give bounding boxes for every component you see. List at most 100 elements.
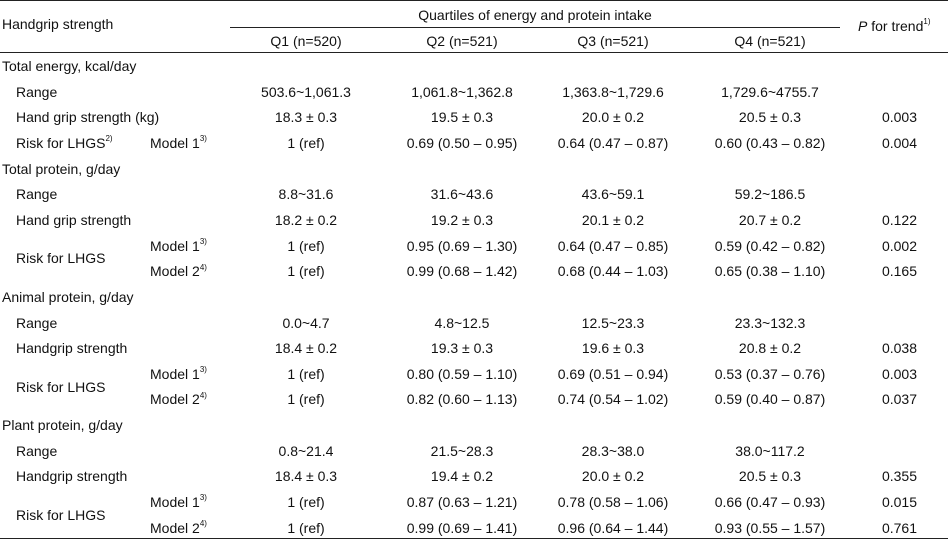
table-cell-q1: 1 (ref) — [287, 494, 325, 511]
table-cell-q3: 20.0 ± 0.2 — [581, 468, 645, 485]
p-trend-cell: 0.761 — [881, 519, 917, 536]
table-cell-q4: 1,729.6~4755.7 — [721, 83, 819, 100]
model-label-sup: 3) — [199, 365, 207, 375]
p-trend-text: for trend — [867, 18, 924, 34]
table-cell-q3: 0.78 (0.58 – 1.06) — [557, 494, 669, 511]
table-cell-q4: 0.53 (0.37 – 0.76) — [714, 365, 826, 382]
model-label-sup: 4) — [199, 262, 207, 272]
p-trend-cell: 0.122 — [881, 211, 917, 228]
q1-header: Q1 (n=520) — [270, 33, 342, 49]
table-cell-q4: 0.66 (0.47 – 0.93) — [714, 494, 826, 511]
table-cell-q2: 19.2 ± 0.3 — [430, 211, 494, 228]
p-trend-cell: 0.355 — [881, 468, 917, 485]
table-cell-q3: 1,363.8~1,729.6 — [562, 83, 664, 100]
row-label-text: Hand grip strength (kg) — [16, 109, 160, 126]
table-cell-q1: 18.4 ± 0.3 — [274, 468, 338, 485]
table-cell-q1: 1 (ref) — [287, 391, 325, 408]
table-cell-q2: 19.4 ± 0.2 — [430, 468, 494, 485]
p-trend-cell: 0.038 — [881, 340, 917, 357]
model-label-sup: 4) — [199, 390, 207, 400]
model-label: Model 13) — [150, 366, 207, 382]
table-cell-q1: 0.8~21.4 — [278, 442, 334, 459]
row-label-text: Handgrip strength — [16, 468, 128, 485]
row-header: Handgrip strength — [2, 16, 114, 32]
table-cell-q1: 1 (ref) — [287, 263, 325, 280]
model-label-text: Model 2 — [150, 519, 200, 536]
table-cell-q2: 0.80 (0.59 – 1.10) — [406, 365, 518, 382]
table-cell-q3: 0.69 (0.51 – 0.94) — [557, 365, 669, 382]
p-trend-cell: 0.015 — [881, 494, 917, 511]
row-label: Risk for LHGS — [16, 379, 105, 395]
table-cell-q2: 0.87 (0.63 – 1.21) — [406, 494, 518, 511]
table-cell-q3: 19.6 ± 0.3 — [581, 340, 645, 357]
model-label-sup: 3) — [199, 134, 207, 144]
table-cell-q4: 0.59 (0.42 – 0.82) — [714, 237, 826, 254]
p-italic: P — [858, 18, 868, 34]
table-cell-q1: 18.2 ± 0.2 — [274, 211, 338, 228]
top-rule — [0, 0, 948, 1]
group-header-rule — [230, 27, 840, 28]
model-label-sup: 4) — [199, 519, 207, 529]
p-trend-sup: 1) — [923, 17, 931, 27]
model-label: Model 24) — [150, 263, 207, 279]
model-label-text: Model 2 — [150, 263, 200, 280]
header-bottom-rule — [0, 52, 948, 53]
table-cell-q1: 18.3 ± 0.3 — [274, 109, 338, 126]
table-cell-q1: 1 (ref) — [287, 519, 325, 536]
row-label-text: Range — [16, 186, 58, 203]
table-cell-q1: 8.8~31.6 — [278, 186, 334, 203]
model-label: Model 24) — [150, 520, 207, 536]
q3-header: Q3 (n=521) — [577, 33, 649, 49]
table-cell-q3: 28.3~38.0 — [581, 442, 645, 459]
table-cell-q4: 0.65 (0.38 – 1.10) — [714, 263, 826, 280]
table-cell-q3: 43.6~59.1 — [581, 186, 645, 203]
row-label: Handgrip strength — [16, 468, 127, 484]
p-trend-cell: 0.002 — [881, 237, 917, 254]
table-cell-q4: 38.0~117.2 — [735, 442, 805, 459]
q2-header: Q2 (n=521) — [426, 33, 498, 49]
table-cell-q4: 0.60 (0.43 – 0.82) — [714, 134, 826, 151]
table-cell-q4: 23.3~132.3 — [734, 314, 806, 331]
model-label-text: Model 1 — [150, 237, 200, 254]
group-header: Quartiles of energy and protein intake — [418, 7, 652, 23]
row-label-text: Risk for LHGS — [16, 134, 106, 151]
p-trend-cell: 0.165 — [881, 263, 917, 280]
row-label-text: Range — [16, 442, 58, 459]
table-cell-q1: 0.0~4.7 — [282, 314, 330, 331]
table-cell-q3: 20.0 ± 0.2 — [581, 109, 645, 126]
model-label-text: Model 2 — [150, 391, 200, 408]
table-cell-q3: 0.64 (0.47 – 0.87) — [557, 134, 669, 151]
section-title: Animal protein, g/day — [2, 288, 134, 305]
row-label-text: Range — [16, 83, 58, 100]
section-title: Total protein, g/day — [2, 160, 121, 177]
model-label-text: Model 1 — [150, 134, 200, 151]
row-label-text: Handgrip strength — [16, 340, 128, 357]
table-cell-q2: 0.95 (0.69 – 1.30) — [406, 237, 518, 254]
model-label-text: Model 1 — [150, 365, 200, 382]
table-cell-q2: 1,061.8~1,362.8 — [411, 83, 513, 100]
table-cell-q4: 20.5 ± 0.3 — [738, 468, 802, 485]
row-label: Range — [16, 443, 57, 459]
table-cell-q3: 0.68 (0.44 – 1.03) — [557, 263, 669, 280]
table-cell-q2: 19.3 ± 0.3 — [430, 340, 494, 357]
table-cell-q2: 19.5 ± 0.3 — [430, 109, 494, 126]
q4-header: Q4 (n=521) — [734, 33, 806, 49]
model-label: Model 13) — [150, 135, 207, 151]
row-label-text: Hand grip strength — [16, 211, 132, 228]
row-label: Range — [16, 84, 57, 100]
row-label: Risk for LHGS — [16, 250, 105, 266]
table-cell-q2: 31.6~43.6 — [430, 186, 494, 203]
row-label-text: Risk for LHGS — [16, 250, 106, 267]
model-label: Model 13) — [150, 494, 207, 510]
table-cell-q4: 0.59 (0.40 – 0.87) — [714, 391, 826, 408]
row-label: Hand grip strength — [16, 212, 131, 228]
table-cell-q2: 21.5~28.3 — [430, 442, 494, 459]
p-trend-cell: 0.037 — [881, 391, 917, 408]
section-title: Total energy, kcal/day — [2, 58, 137, 74]
table-cell-q4: 59.2~186.5 — [734, 186, 806, 203]
table-cell-q4: 20.5 ± 0.3 — [738, 109, 802, 126]
table-cell-q4: 20.8 ± 0.2 — [738, 340, 802, 357]
model-label-sup: 3) — [199, 493, 207, 503]
table-cell-q2: 0.99 (0.68 – 1.42) — [406, 263, 518, 280]
